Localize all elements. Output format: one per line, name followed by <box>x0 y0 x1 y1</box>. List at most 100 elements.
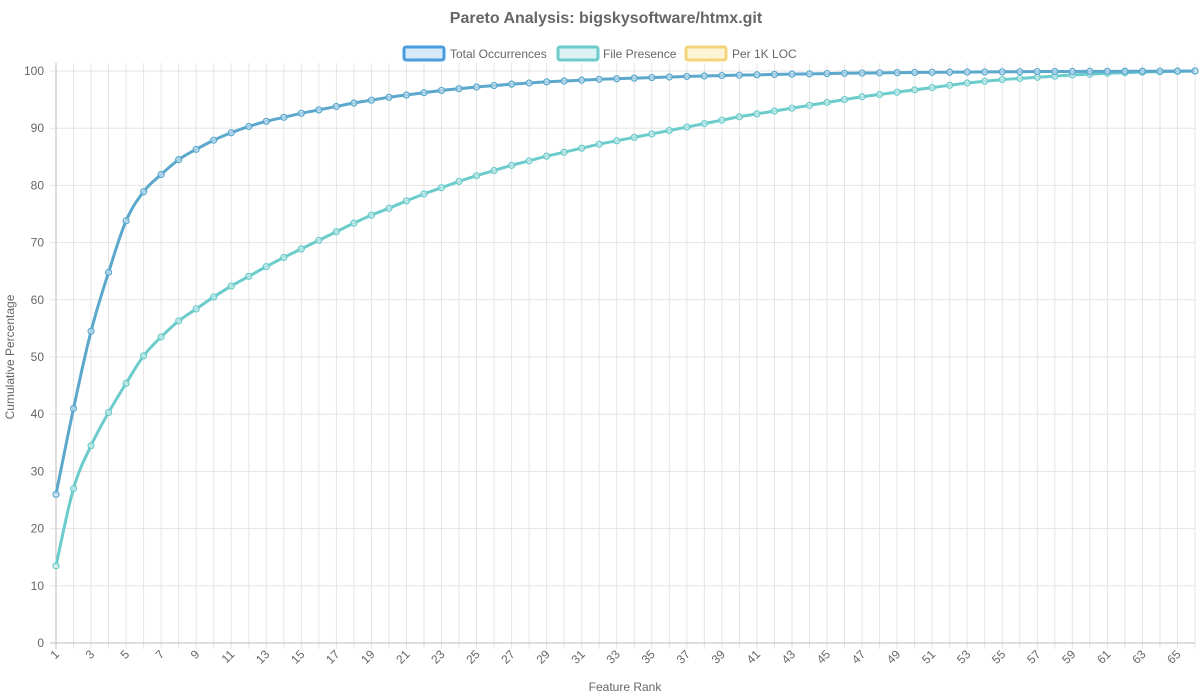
data-point[interactable] <box>1033 73 1041 81</box>
data-point[interactable] <box>1156 67 1164 75</box>
data-point[interactable] <box>981 68 989 76</box>
data-point[interactable] <box>385 204 393 212</box>
data-point[interactable] <box>613 137 621 145</box>
data-point[interactable] <box>122 217 130 225</box>
data-point[interactable] <box>770 107 779 115</box>
data-point[interactable] <box>472 83 481 91</box>
data-point[interactable] <box>210 293 218 301</box>
data-point[interactable] <box>893 69 901 77</box>
data-point[interactable] <box>946 81 954 89</box>
data-point[interactable] <box>157 170 165 179</box>
data-point[interactable] <box>508 80 516 88</box>
data-point[interactable] <box>104 408 113 417</box>
data-point[interactable] <box>420 190 428 198</box>
data-point[interactable] <box>367 211 376 219</box>
data-point[interactable] <box>1191 67 1199 75</box>
data-point[interactable] <box>928 83 936 92</box>
data-point[interactable] <box>140 352 148 360</box>
data-point[interactable] <box>823 98 831 107</box>
legend-item[interactable]: File Presence <box>556 45 677 62</box>
data-point[interactable] <box>437 86 446 95</box>
data-point[interactable] <box>700 120 708 128</box>
data-point[interactable] <box>385 93 393 101</box>
data-point[interactable] <box>525 79 533 87</box>
data-point[interactable] <box>595 140 603 148</box>
data-point[interactable] <box>1086 67 1094 76</box>
data-point[interactable] <box>788 70 796 78</box>
data-point[interactable] <box>297 109 305 117</box>
data-point[interactable] <box>683 123 691 131</box>
data-point[interactable] <box>262 263 270 271</box>
data-point[interactable] <box>1016 68 1024 76</box>
data-point[interactable] <box>1103 67 1111 75</box>
data-point[interactable] <box>770 70 779 79</box>
data-point[interactable] <box>1068 67 1076 76</box>
data-point[interactable] <box>840 95 849 104</box>
data-point[interactable] <box>262 117 270 125</box>
data-point[interactable] <box>805 101 814 109</box>
data-point[interactable] <box>840 69 849 77</box>
data-point[interactable] <box>753 110 761 118</box>
data-point[interactable] <box>87 327 95 335</box>
data-point[interactable] <box>613 75 621 83</box>
data-point[interactable] <box>455 177 463 185</box>
data-point[interactable] <box>998 75 1006 84</box>
data-point[interactable] <box>525 157 533 165</box>
data-point[interactable] <box>227 282 235 290</box>
data-point[interactable] <box>893 88 901 96</box>
data-point[interactable] <box>963 79 971 87</box>
data-point[interactable] <box>472 172 481 180</box>
data-point[interactable] <box>315 236 323 244</box>
data-point[interactable] <box>245 272 253 280</box>
data-point[interactable] <box>245 122 253 131</box>
data-point[interactable] <box>192 145 200 153</box>
data-point[interactable] <box>946 68 954 76</box>
data-point[interactable] <box>402 91 411 99</box>
data-point[interactable] <box>104 268 113 276</box>
data-point[interactable] <box>788 104 796 112</box>
data-point[interactable] <box>735 113 744 121</box>
data-point[interactable] <box>402 197 411 205</box>
data-point[interactable] <box>1033 67 1041 76</box>
data-point[interactable] <box>367 96 376 104</box>
legend-item[interactable]: Total Occurrences <box>402 45 547 62</box>
data-point[interactable] <box>490 81 498 90</box>
data-point[interactable] <box>1016 74 1024 83</box>
data-point[interactable] <box>875 69 884 77</box>
data-point[interactable] <box>52 490 60 498</box>
data-point[interactable] <box>332 102 340 111</box>
data-point[interactable] <box>350 219 358 227</box>
data-point[interactable] <box>1173 67 1182 75</box>
data-point[interactable] <box>210 136 218 144</box>
data-point[interactable] <box>227 129 235 137</box>
data-point[interactable] <box>332 228 340 236</box>
data-point[interactable] <box>192 305 200 313</box>
data-point[interactable] <box>437 184 446 192</box>
data-point[interactable] <box>52 562 60 570</box>
data-point[interactable] <box>175 156 183 164</box>
data-point[interactable] <box>420 89 428 97</box>
data-point[interactable] <box>630 133 638 141</box>
data-point[interactable] <box>140 188 148 196</box>
data-point[interactable] <box>823 69 831 78</box>
data-point[interactable] <box>175 317 183 325</box>
data-point[interactable] <box>805 70 814 78</box>
data-point[interactable] <box>157 333 165 341</box>
data-point[interactable] <box>858 69 866 77</box>
data-point[interactable] <box>578 76 586 84</box>
legend-item[interactable]: Per 1K LOC <box>684 45 797 62</box>
data-point[interactable] <box>69 404 78 413</box>
data-point[interactable] <box>315 106 323 114</box>
data-point[interactable] <box>595 75 603 83</box>
data-point[interactable] <box>560 148 568 156</box>
data-point[interactable] <box>928 68 936 76</box>
data-point[interactable] <box>560 77 568 85</box>
data-point[interactable] <box>911 68 919 77</box>
data-point[interactable] <box>735 71 744 79</box>
data-point[interactable] <box>122 379 130 387</box>
data-point[interactable] <box>700 72 708 80</box>
data-point[interactable] <box>1121 67 1129 75</box>
data-point[interactable] <box>280 253 288 262</box>
data-point[interactable] <box>911 86 919 94</box>
data-point[interactable] <box>578 144 586 152</box>
